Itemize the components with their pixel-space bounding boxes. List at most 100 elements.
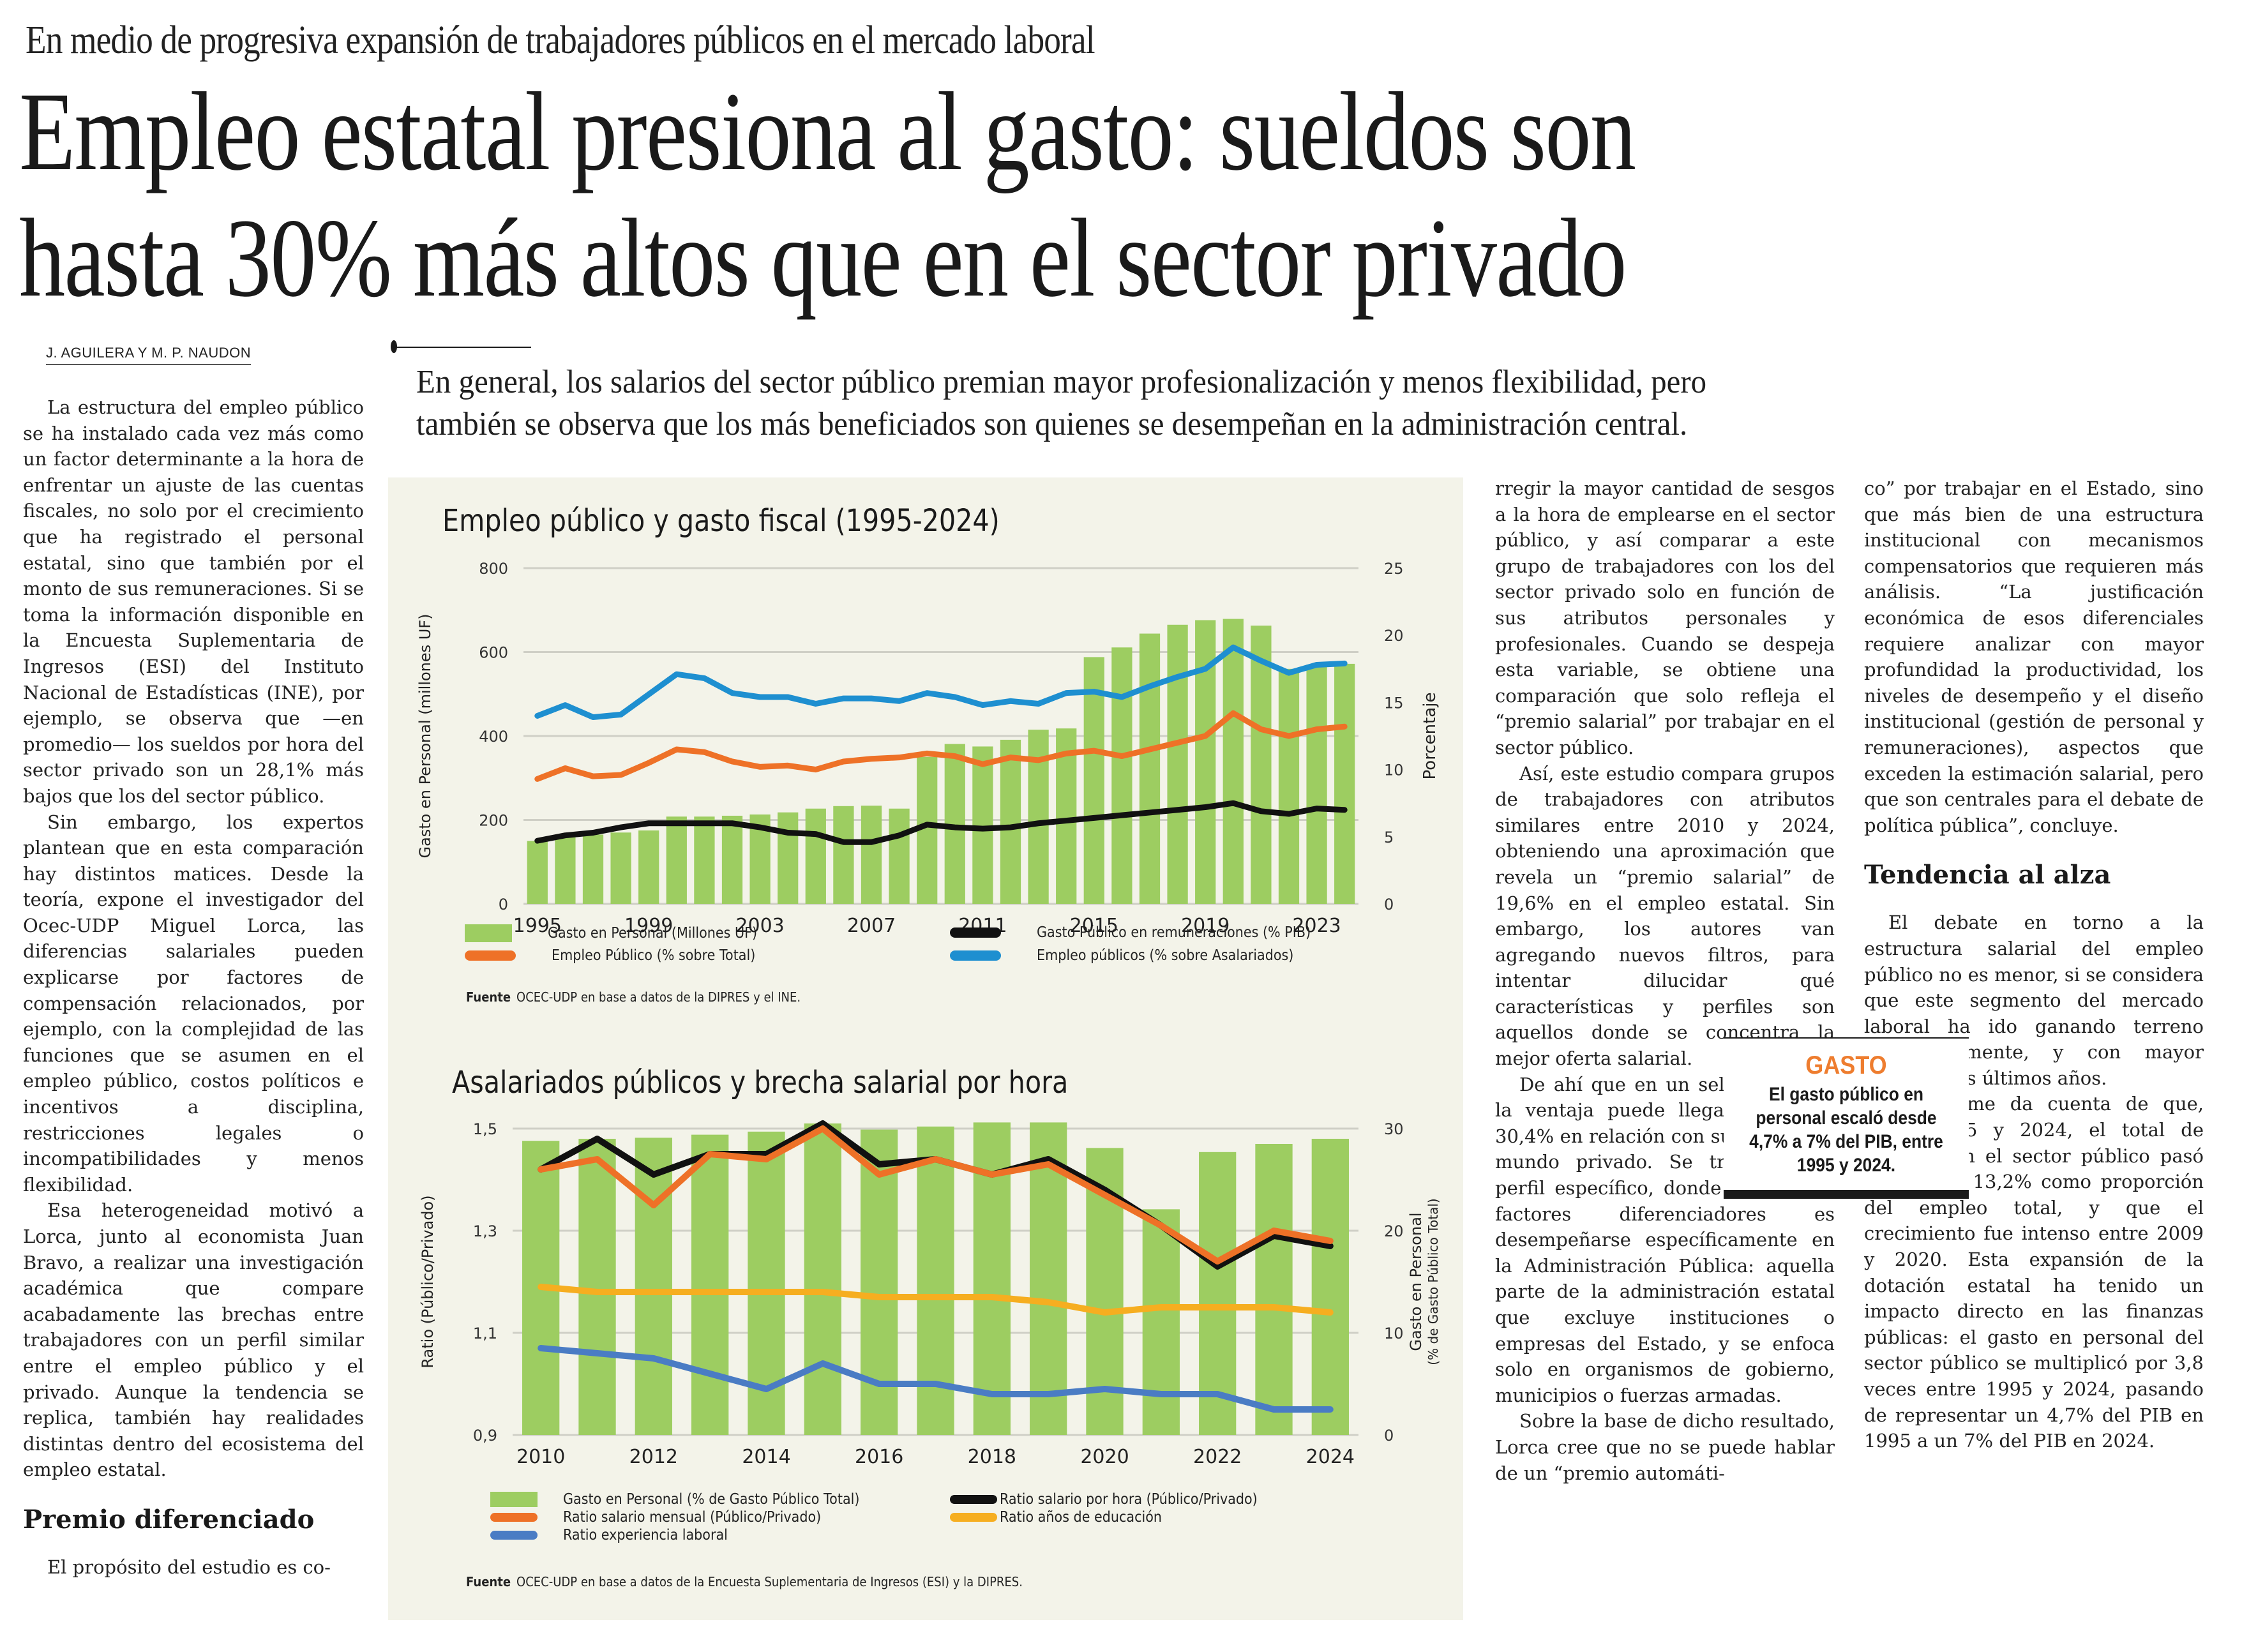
series-line: [534, 644, 1348, 721]
chart2-source: Fuente OCEC-UDP en base a datos de la Enc…: [466, 1574, 1023, 1589]
bar: [805, 808, 826, 904]
legend-item: Ratio años de educación: [950, 1509, 1180, 1526]
bar: [610, 832, 631, 904]
series-line: [538, 1284, 1334, 1316]
paragraph: Sin embargo, los expertos plantean que e…: [23, 811, 364, 1196]
bar: [1255, 1144, 1293, 1435]
y-tick-label: 1,1: [473, 1325, 497, 1342]
headline-line-1: Empleo estatal presiona al gasto: sueldo…: [19, 70, 1636, 194]
legend-item: Gasto en Personal (Millones UF): [465, 924, 781, 942]
pull-quote-tag: GASTO: [1805, 1051, 1887, 1079]
y2-axis-title: Gasto en Personal: [1407, 1212, 1425, 1351]
x-tick-label: 1995: [513, 915, 562, 937]
chart1-title: Empleo público y gasto fiscal (1995-2024…: [442, 503, 1000, 539]
y-axis-title: Ratio (Público/Privado): [419, 1195, 437, 1368]
y2-tick-label: 0: [1384, 896, 1394, 913]
y-tick-label: 0,9: [473, 1427, 497, 1445]
bar: [666, 816, 687, 904]
y2-tick-label: 10: [1384, 1325, 1404, 1342]
bar: [833, 806, 854, 904]
legend-swatch: [950, 950, 1001, 961]
x-tick-label: 2016: [855, 1446, 903, 1468]
legend-item: Gasto en Personal (% de Gasto Público To…: [490, 1491, 892, 1508]
bar: [1000, 739, 1021, 904]
paragraph: El propósito del estudio es co-: [47, 1556, 331, 1578]
x-tick-label: 2020: [1080, 1446, 1129, 1468]
legend-item: Ratio salario mensual (Público/Privado): [490, 1509, 850, 1526]
y2-tick-label: 25: [1384, 560, 1404, 578]
legend-swatch: [465, 950, 516, 961]
x-tick-label: 2014: [742, 1446, 790, 1468]
bar: [889, 808, 910, 904]
y2-tick-label: 5: [1384, 829, 1394, 846]
y2-tick-label: 30: [1384, 1120, 1404, 1138]
x-tick-label: 2022: [1193, 1446, 1242, 1468]
legend-item: Ratio salario por hora (Público/Privado): [950, 1491, 1286, 1508]
legend-swatch: [950, 927, 1001, 938]
legend-swatch: [490, 1513, 538, 1522]
y2-tick-label: 20: [1384, 627, 1404, 645]
bar: [972, 746, 993, 904]
legend-item: Empleo Público (% sobre Total): [465, 947, 778, 964]
kicker: En medio de progresiva expansión de trab…: [26, 19, 1095, 62]
legend-item: Empleo públicos (% sobre Asalariados): [950, 947, 1322, 964]
headline-line-2: hasta 30% más altos que en el sector pri…: [19, 196, 1627, 320]
series-line: [538, 1125, 1334, 1265]
infographic: Empleo público y gasto fiscal (1995-2024…: [388, 477, 1463, 1620]
y2-tick-label: 15: [1384, 694, 1404, 712]
bar: [778, 812, 799, 904]
x-tick-label: 2015: [1070, 915, 1118, 937]
bar: [555, 836, 576, 904]
chart1-source: Fuente OCEC-UDP en base a datos de la DIP…: [466, 989, 801, 1005]
paragraph: Esa heterogeneidad motivó a Lorca, junto…: [23, 1199, 364, 1481]
legend-swatch: [950, 1513, 997, 1522]
chart1-plot: 0 200 400 600 800 0 5 10 15 20 25 1995 1999 2003 2007 2…: [416, 560, 1440, 937]
bar: [691, 1134, 729, 1435]
paragraph: co” por trabajar en el Estado, sino que …: [1864, 477, 2204, 836]
legend-swatch: [490, 1531, 538, 1540]
deck: En general, los salarios del sector públ…: [416, 361, 2132, 446]
y2-tick-label: 0: [1384, 1427, 1394, 1445]
legend-swatch: [465, 924, 512, 942]
deck-line-1: En general, los salarios del sector públ…: [416, 364, 1707, 400]
paragraph: rregir la mayor cantidad de sesgos a la …: [1495, 477, 1835, 758]
y2-axis-subtitle: (% de Gasto Público Total): [1426, 1198, 1441, 1365]
y-tick-label: 400: [479, 728, 508, 746]
bar: [1334, 663, 1355, 904]
bar: [1142, 1209, 1180, 1435]
x-tick-label: 2003: [735, 915, 784, 937]
paragraph: Sobre la base de dicho resultado, Lorca …: [1495, 1410, 1835, 1484]
byline: J. AGUILERA Y M. P. NAUDON: [46, 345, 252, 365]
chart2-plot: 0,9 1,1 1,3 1,5 0 10 20 30 2010 2012 2014 2016 2018 2…: [419, 1120, 1441, 1468]
bar: [527, 841, 548, 904]
bar: [1199, 1152, 1237, 1435]
chart2-title: Asalariados públicos y brecha salarial p…: [452, 1065, 1069, 1100]
y-tick-label: 1,5: [473, 1120, 497, 1138]
series-line: [538, 1345, 1334, 1413]
bar: [1139, 633, 1161, 904]
x-tick-label: 2012: [629, 1446, 678, 1468]
series-line: [534, 710, 1348, 782]
y-tick-label: 800: [479, 560, 508, 578]
bar: [721, 815, 743, 904]
pull-quote-bottom-rule: [1724, 1190, 1969, 1199]
bar: [1251, 626, 1272, 904]
bar: [1083, 657, 1104, 904]
bar: [1111, 647, 1132, 904]
bar: [804, 1123, 841, 1435]
subhead-tendencia-al-alza: Tendencia al alza: [1864, 860, 2111, 890]
x-tick-label: 2023: [1292, 915, 1341, 937]
bar: [638, 830, 659, 904]
headline: Empleo estatal presiona al gasto: sueldo…: [19, 69, 1636, 322]
y-tick-label: 600: [479, 644, 508, 662]
x-tick-label: 2019: [1181, 915, 1230, 937]
x-tick-label: 1999: [624, 915, 673, 937]
body-column-3: rregir la mayor cantidad de sesgos a la …: [1495, 476, 1835, 1486]
series-line: [534, 800, 1348, 845]
x-tick-label: 2010: [516, 1446, 565, 1468]
deck-line-2: también se observa que los más beneficia…: [416, 406, 1688, 442]
paragraph: El debate en torno a la estructura salar…: [1864, 912, 2204, 1089]
body-column-1: La estructura del empleo público se ha i…: [23, 394, 364, 1581]
bar: [1311, 1139, 1349, 1435]
bar: [582, 834, 604, 904]
